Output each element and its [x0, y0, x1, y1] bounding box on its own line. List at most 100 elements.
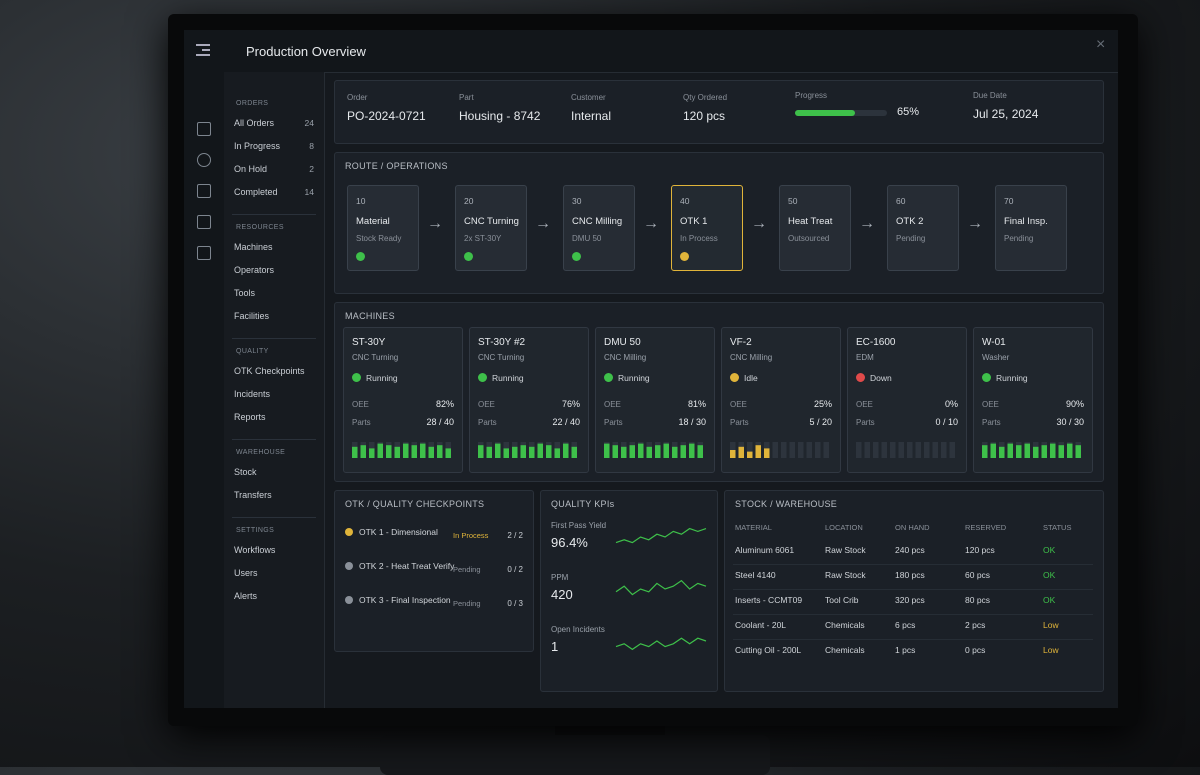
kpi-label: PPM	[551, 573, 569, 582]
bar	[1058, 445, 1064, 458]
route-step[interactable]: 40 OTK 1 In Process	[671, 185, 743, 271]
step-name: Heat Treat	[788, 216, 833, 227]
bar-track	[789, 442, 795, 458]
field-value: PO-2024-0721	[347, 109, 426, 123]
status-dot	[856, 373, 865, 382]
stock-cell: 0 pcs	[965, 645, 986, 655]
nav-item[interactable]: All Orders	[234, 118, 275, 128]
nav-icon[interactable]	[197, 246, 211, 260]
panel-title: STOCK / WAREHOUSE	[735, 499, 838, 509]
bar	[352, 446, 358, 458]
nav-item[interactable]: Facilities	[234, 311, 270, 321]
nav-item[interactable]: Alerts	[234, 591, 258, 601]
parts-label: Parts	[856, 418, 875, 427]
nav-item[interactable]: Tools	[234, 288, 256, 298]
divider	[232, 338, 316, 339]
bar	[638, 443, 644, 458]
route-arrow: →	[535, 215, 551, 232]
bar	[486, 446, 492, 458]
status-dot	[478, 373, 487, 382]
bar	[563, 443, 569, 458]
parts-value: 5 / 20	[809, 417, 832, 427]
nav-item[interactable]: Stock	[234, 467, 257, 477]
nav-icon[interactable]	[197, 184, 211, 198]
stock-panel: STOCK / WAREHOUSE MATERIAL LOCATION ON HAND…	[724, 490, 1104, 692]
bar	[437, 445, 443, 458]
route-step[interactable]: 30 CNC Milling DMU 50	[563, 185, 635, 271]
route-step[interactable]: 70 Final Insp. Pending	[995, 185, 1067, 271]
nav-icon[interactable]	[197, 215, 211, 229]
machine-card[interactable]: VF-2 CNC Milling Idle OEE 25% Parts 5 / 20	[721, 327, 841, 473]
progress-value: 65%	[897, 106, 920, 118]
bar	[621, 446, 627, 458]
sparkline	[615, 637, 707, 651]
step-name: OTK 1	[680, 216, 708, 227]
nav-item[interactable]: In Progress	[234, 141, 281, 151]
checkpoints-panel: OTK / QUALITY CHECKPOINTS OTK 1 - Dimensi…	[334, 490, 534, 652]
stock-cell: 320 pcs	[895, 595, 925, 605]
bar	[697, 445, 703, 458]
parts-value: 18 / 30	[678, 417, 706, 427]
checkpoint-name[interactable]: OTK 2 - Heat Treat Verify	[359, 561, 455, 571]
route-arrow: →	[967, 215, 983, 232]
route-step[interactable]: 50 Heat Treat Outsourced	[779, 185, 851, 271]
nav-item[interactable]: Machines	[234, 242, 273, 252]
nav-icon[interactable]	[197, 122, 211, 136]
checkpoint-count: 2 / 2	[507, 531, 523, 540]
step-name: CNC Milling	[572, 216, 623, 227]
bar	[512, 446, 518, 458]
checkpoint-name[interactable]: OTK 3 - Final Inspection	[359, 595, 451, 605]
machine-card[interactable]: ST-30Y CNC Turning Running OEE 82% Parts 28 / …	[343, 327, 463, 473]
machine-card[interactable]: ST-30Y #2 CNC Turning Running OEE 76% Parts 22…	[469, 327, 589, 473]
field-label: Order	[347, 93, 368, 102]
bar	[604, 443, 610, 458]
bar	[612, 445, 618, 458]
bar-track	[781, 442, 787, 458]
nav-item[interactable]: Operators	[234, 265, 275, 275]
menu-icon[interactable]	[196, 44, 210, 56]
machine-type: CNC Turning	[478, 353, 525, 362]
bar	[495, 443, 501, 458]
stock-cell: Cutting Oil - 200L	[735, 645, 802, 655]
column-header: STATUS	[1043, 523, 1072, 532]
stock-cell: 6 pcs	[895, 620, 916, 630]
nav-item[interactable]: Users	[234, 568, 258, 578]
route-step[interactable]: 10 Material Stock Ready	[347, 185, 419, 271]
menu-icon-bar	[202, 49, 210, 51]
nav-item[interactable]: Reports	[234, 412, 266, 422]
checkpoint-name[interactable]: OTK 1 - Dimensional	[359, 527, 438, 537]
oee-value: 82%	[435, 399, 454, 409]
progress-label: Progress	[795, 91, 828, 100]
nav-item[interactable]: Transfers	[234, 490, 272, 500]
oee-value: 81%	[687, 399, 706, 409]
machine-card[interactable]: DMU 50 CNC Milling Running OEE 81% Parts 18 / …	[595, 327, 715, 473]
machine-card[interactable]: W-01 Washer Running OEE 90% Parts 30 / 30	[973, 327, 1093, 473]
machine-name: DMU 50	[604, 337, 641, 348]
close-button[interactable]: ×	[1096, 36, 1106, 53]
stock-cell: 60 pcs	[965, 570, 991, 580]
bar	[990, 443, 996, 458]
nav-icon[interactable]	[197, 153, 211, 167]
machine-bars	[478, 442, 577, 458]
bar-track	[815, 442, 821, 458]
nav-item[interactable]: Incidents	[234, 389, 271, 399]
machine-card[interactable]: EC-1600 EDM Down OEE 0% Parts 0 / 10	[847, 327, 967, 473]
step-number: 30	[572, 196, 582, 206]
nav-item[interactable]: OTK Checkpoints	[234, 366, 305, 376]
status-dot	[730, 373, 739, 382]
route-step[interactable]: 20 CNC Turning 2x ST-30Y	[455, 185, 527, 271]
status-dot	[982, 373, 991, 382]
field-label: Part	[459, 93, 474, 102]
nav-item[interactable]: Workflows	[234, 545, 276, 555]
stock-cell: OK	[1043, 570, 1056, 580]
machine-name: ST-30Y #2	[478, 337, 526, 348]
nav-count: 24	[304, 118, 314, 128]
bar	[537, 443, 543, 458]
nav-item[interactable]: Completed	[234, 187, 278, 197]
oee-label: OEE	[730, 400, 747, 409]
nav-item[interactable]: On Hold	[234, 164, 268, 174]
stock-cell: Low	[1043, 620, 1059, 630]
step-number: 40	[680, 196, 690, 206]
route-step[interactable]: 60 OTK 2 Pending	[887, 185, 959, 271]
bar	[420, 443, 426, 458]
